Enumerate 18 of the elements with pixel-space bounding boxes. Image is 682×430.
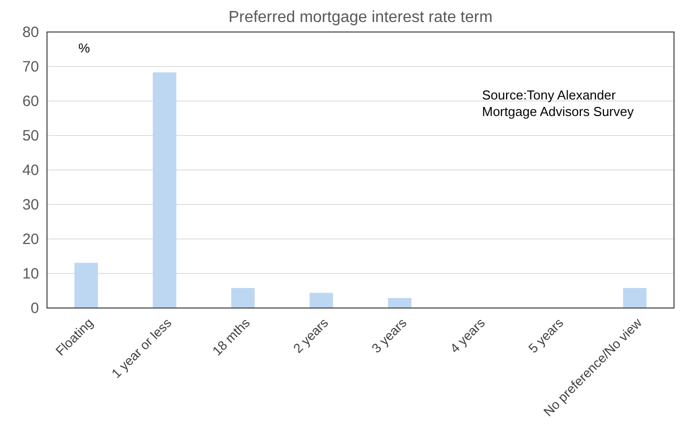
bar bbox=[152, 72, 176, 308]
bar bbox=[623, 288, 647, 308]
chart-title: Preferred mortgage interest rate term bbox=[228, 9, 493, 26]
bar bbox=[310, 292, 334, 308]
bar bbox=[388, 298, 412, 308]
y-tick-label: 20 bbox=[22, 230, 39, 248]
y-tick-label: 60 bbox=[22, 92, 39, 110]
y-tick-label: 80 bbox=[22, 24, 39, 41]
y-tick-label: 10 bbox=[22, 265, 39, 282]
annotation: Source:Tony Alexander Mortgage Advisors Survey bbox=[482, 87, 634, 120]
bar bbox=[74, 262, 98, 308]
y-tick-label: 70 bbox=[22, 58, 39, 76]
y-tick-label: 50 bbox=[22, 127, 39, 144]
bar bbox=[231, 288, 255, 308]
y-axis-title: % bbox=[78, 40, 90, 56]
y-tick-label: 30 bbox=[22, 196, 39, 214]
y-tick-label: 40 bbox=[22, 162, 39, 179]
y-tick-label: 0 bbox=[30, 300, 39, 317]
